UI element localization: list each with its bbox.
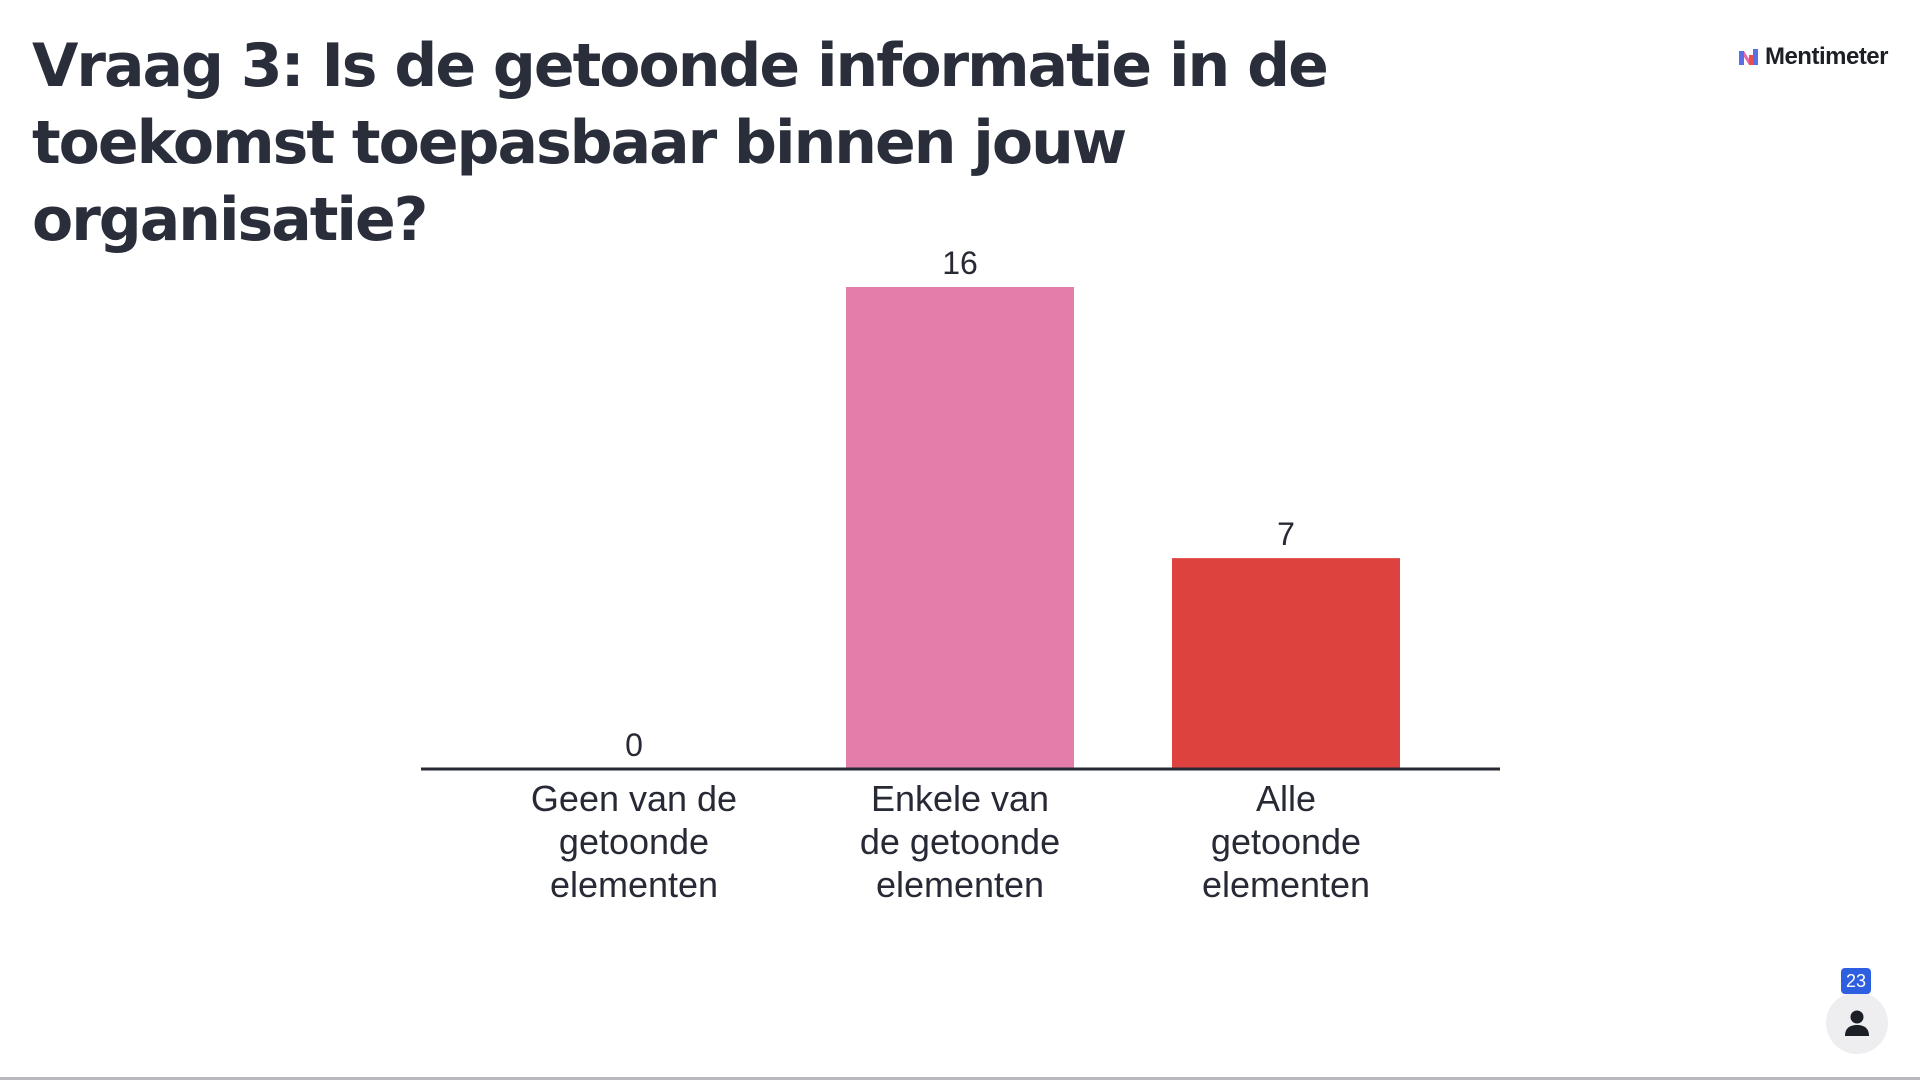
bar-value-label: 0 xyxy=(625,727,643,763)
page-title: Vraag 3: Is de getoonde informatie in de… xyxy=(32,31,1329,255)
bar xyxy=(846,287,1074,769)
category-label: Alle getoonde elementen xyxy=(1202,778,1370,905)
person-icon xyxy=(1845,1010,1869,1036)
logo-text: Mentimeter xyxy=(1764,43,1889,70)
bar-value-label: 7 xyxy=(1277,516,1295,552)
mentimeter-logo: Mentimeter xyxy=(1738,43,1889,71)
bar-value-label: 16 xyxy=(942,245,978,281)
category-label: Enkele van de getoonde elementen xyxy=(860,778,1060,905)
bottom-divider xyxy=(0,1077,1920,1080)
participants-button[interactable] xyxy=(1826,992,1888,1054)
mentimeter-logo-icon xyxy=(1738,49,1758,65)
bar xyxy=(1172,558,1400,769)
category-label: Geen van de getoonde elementen xyxy=(531,778,737,905)
participant-count-badge: 23 xyxy=(1841,968,1871,994)
